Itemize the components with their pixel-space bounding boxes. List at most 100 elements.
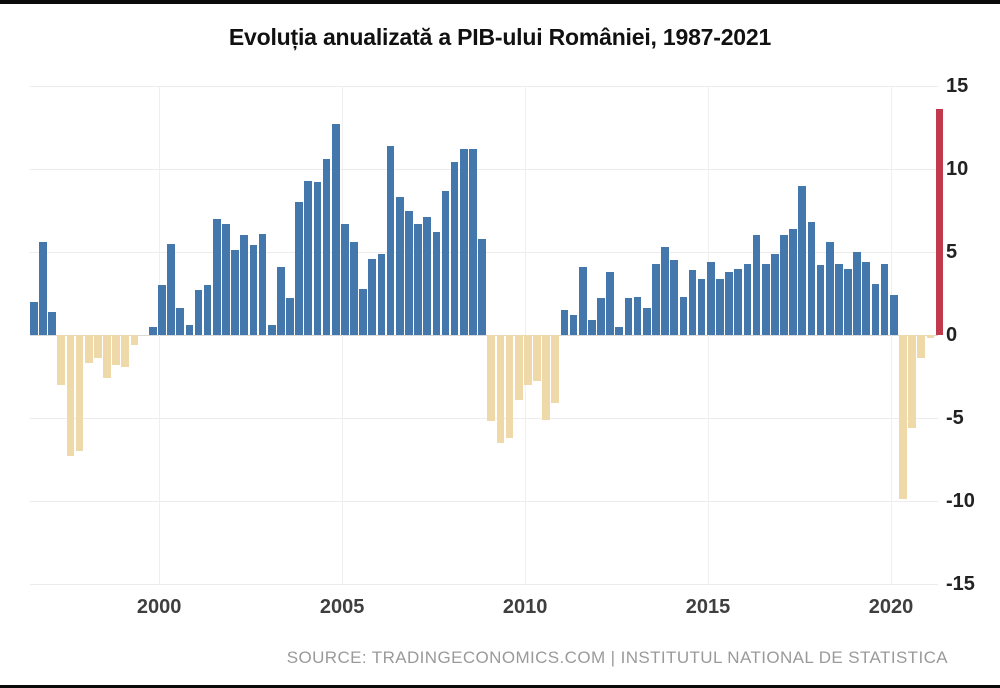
v-gridline bbox=[891, 86, 893, 584]
gdp-bar-positive bbox=[395, 197, 404, 335]
gdp-bar-negative bbox=[917, 335, 926, 359]
gdp-bar-positive bbox=[716, 278, 724, 335]
gdp-bar-positive bbox=[350, 242, 358, 335]
gdp-bar-positive bbox=[560, 310, 569, 335]
gdp-bar-positive bbox=[39, 242, 47, 335]
gdp-bar-positive bbox=[212, 218, 221, 335]
gdp-bar-positive bbox=[578, 266, 587, 335]
gdp-bar-negative bbox=[94, 335, 102, 359]
gdp-bar-positive bbox=[30, 301, 38, 335]
gdp-bar-negative bbox=[551, 335, 560, 404]
gdp-bar-positive bbox=[249, 245, 258, 335]
gdp-bar-positive bbox=[844, 268, 852, 335]
gdp-bar-positive bbox=[359, 288, 367, 335]
gdp-bar-positive bbox=[423, 217, 432, 335]
gdp-bar-positive bbox=[835, 263, 843, 335]
chart-title: Evoluția anualizată a PIB-ului României,… bbox=[228, 24, 772, 50]
gdp-bar-negative bbox=[103, 335, 111, 379]
gdp-bar-positive bbox=[386, 145, 395, 335]
gdp-bar-positive bbox=[48, 311, 56, 335]
gdp-bar-positive bbox=[304, 180, 313, 335]
x-tick-label: 2010 bbox=[502, 596, 548, 618]
x-tick-label: 2020 bbox=[868, 596, 914, 618]
gdp-bar-positive bbox=[222, 223, 230, 335]
gdp-bar-positive bbox=[176, 308, 185, 335]
gdp-bar-positive bbox=[258, 233, 267, 335]
y-tick-label: 5 bbox=[946, 241, 958, 263]
h-gridline bbox=[30, 418, 938, 419]
y-tick-label: 10 bbox=[946, 158, 969, 180]
gdp-bar-positive bbox=[752, 235, 761, 335]
gdp-bar-negative bbox=[899, 335, 907, 500]
gdp-bar-positive bbox=[780, 235, 788, 335]
gdp-bar-positive bbox=[825, 242, 834, 335]
gdp-bar-negative bbox=[130, 335, 139, 345]
gdp-bar-positive bbox=[615, 326, 624, 335]
gdp-bar-positive bbox=[697, 278, 706, 335]
gdp-bar-positive bbox=[405, 210, 413, 335]
v-gridline bbox=[708, 86, 710, 584]
gdp-bar-positive bbox=[414, 223, 422, 335]
gdp-bar-negative bbox=[112, 335, 121, 365]
gdp-bar-negative bbox=[908, 335, 916, 428]
gdp-bar-positive bbox=[322, 159, 331, 335]
gdp-bar-positive bbox=[368, 258, 377, 335]
gdp-bar-negative bbox=[926, 335, 935, 339]
gdp-bar-positive bbox=[807, 222, 816, 335]
gdp-bar-negative bbox=[523, 335, 532, 385]
x-tick-label: 2000 bbox=[136, 596, 182, 618]
h-gridline bbox=[30, 501, 938, 502]
gdp-bar-positive bbox=[194, 290, 203, 335]
gdp-bar-positive bbox=[459, 149, 468, 335]
gdp-bar-positive bbox=[148, 326, 157, 335]
gdp-bar-positive bbox=[853, 252, 861, 335]
gdp-bar-negative bbox=[84, 335, 93, 364]
zero-line bbox=[30, 335, 938, 336]
top-border-strip bbox=[0, 0, 1000, 4]
y-tick-label: 15 bbox=[946, 75, 969, 97]
bottom-border-strip bbox=[0, 685, 1000, 688]
gdp-bar-positive bbox=[240, 235, 249, 335]
gdp-bar-negative bbox=[487, 335, 496, 422]
gdp-bar-negative bbox=[75, 335, 84, 452]
gdp-bar-positive bbox=[770, 253, 779, 335]
h-gridline bbox=[30, 86, 938, 87]
gdp-bar-positive bbox=[670, 260, 679, 335]
gdp-bar-positive bbox=[798, 185, 807, 335]
gdp-bar-positive bbox=[286, 298, 294, 335]
gdp-bar-negative bbox=[542, 335, 550, 420]
gdp-bar-positive bbox=[231, 250, 239, 335]
gdp-bar-positive bbox=[761, 263, 770, 335]
gdp-bar-positive bbox=[706, 261, 715, 335]
gdp-bar-positive bbox=[203, 285, 212, 335]
gdp-bar-positive bbox=[276, 266, 285, 335]
gdp-bar-positive bbox=[624, 298, 633, 335]
y-tick-label: -15 bbox=[946, 573, 975, 595]
gdp-bar-positive bbox=[569, 315, 578, 335]
x-tick-label: 2015 bbox=[685, 596, 731, 618]
gdp-bar-positive bbox=[661, 247, 669, 335]
gdp-bar-positive bbox=[295, 202, 303, 335]
gdp-bar-positive bbox=[606, 271, 614, 335]
gdp-bar-positive bbox=[469, 149, 477, 335]
gdp-bar-positive bbox=[633, 296, 642, 335]
gdp-bar-negative bbox=[505, 335, 514, 438]
gdp-bar-positive bbox=[688, 270, 697, 335]
gdp-bar-negative bbox=[496, 335, 505, 443]
gdp-bar-positive bbox=[331, 124, 340, 335]
gdp-bar-positive bbox=[267, 325, 276, 335]
gdp-bar-positive bbox=[450, 162, 459, 335]
gdp-bar-positive bbox=[167, 243, 175, 335]
source-attribution: SOURCE: TRADINGECONOMICS.COM | INSTITUTU… bbox=[286, 648, 948, 667]
gdp-bar-negative bbox=[121, 335, 130, 367]
gdp-bar-positive bbox=[313, 182, 322, 335]
h-gridline bbox=[30, 169, 938, 170]
gdp-bar-positive bbox=[377, 253, 386, 335]
gdp-bar-positive bbox=[441, 190, 450, 335]
gdp-bar-positive bbox=[588, 320, 596, 335]
y-tick-label: -10 bbox=[946, 490, 975, 512]
gdp-bar-negative bbox=[533, 335, 541, 382]
gdp-bar-positive bbox=[597, 298, 605, 335]
